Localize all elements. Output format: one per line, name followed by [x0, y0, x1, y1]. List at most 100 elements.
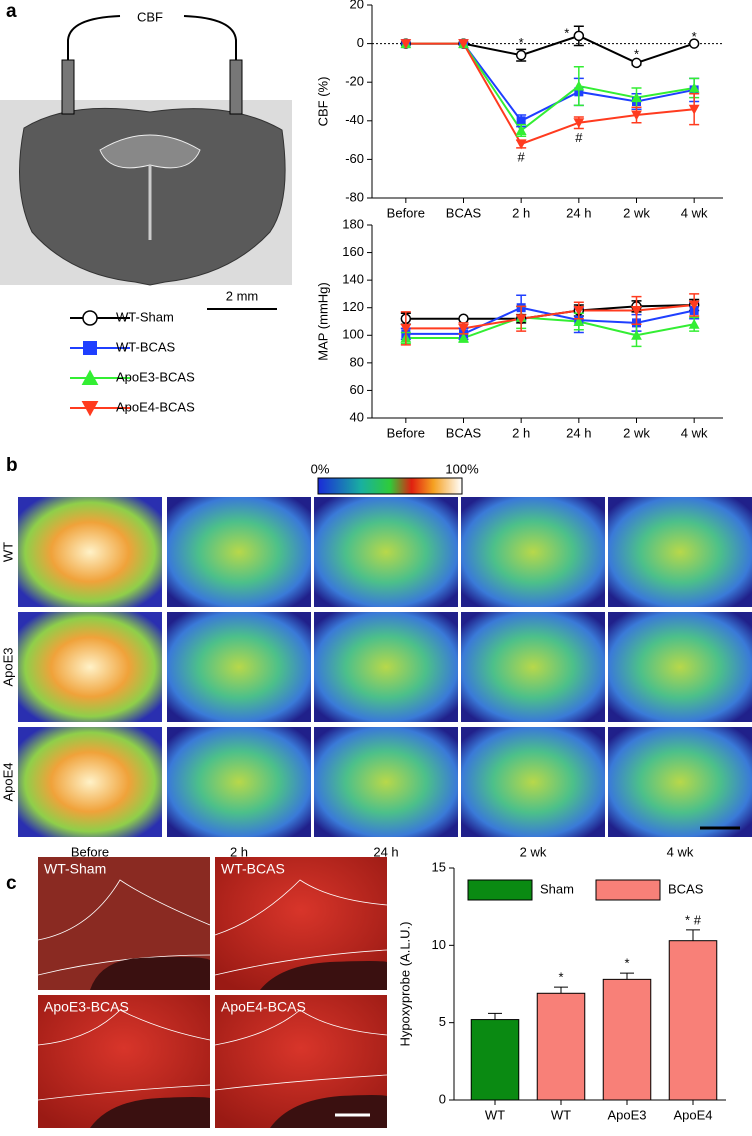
ventricle	[90, 956, 210, 990]
marker	[688, 318, 700, 329]
y-tick-label: 60	[350, 382, 364, 397]
marker	[631, 110, 642, 121]
heatmap-image	[461, 727, 605, 837]
marker	[688, 300, 700, 311]
micro-label: ApoE4-BCAS	[221, 999, 306, 1015]
x-tick-label: 2 h	[512, 205, 530, 220]
marker	[573, 305, 585, 316]
marker	[458, 323, 469, 334]
marker	[688, 104, 700, 115]
y-axis-label: CBF (%)	[315, 77, 330, 127]
micro-label: WT-Sham	[44, 861, 106, 877]
marker	[458, 39, 469, 49]
x-tick-label: 24 h	[566, 425, 591, 440]
marker	[631, 57, 642, 69]
marker	[516, 116, 526, 126]
y-tick-label: 15	[432, 859, 446, 874]
y-tick-label: 5	[439, 1014, 446, 1029]
heatmap-image	[314, 497, 458, 607]
marker	[515, 125, 527, 135]
panel-label: c	[6, 873, 17, 894]
series-line	[405, 303, 695, 330]
marker	[458, 332, 469, 343]
series-line	[405, 306, 695, 335]
marker	[82, 310, 98, 326]
x-tick-label: 4 wk	[681, 425, 708, 440]
legend: WT-Sham WT-BCAS ApoE3-BCAS ApoE4-BCAS	[70, 309, 195, 417]
row-label: ApoE3	[0, 647, 15, 686]
micro-label: ApoE3-BCAS	[44, 999, 129, 1015]
annotation: *	[519, 35, 524, 50]
brain-label: CBF	[137, 9, 163, 24]
x-tick-label: WT	[485, 1107, 505, 1122]
y-tick-label: 10	[432, 937, 446, 952]
bar	[536, 992, 586, 1101]
x-tick-label: 2 wk	[623, 425, 650, 440]
column-label: 2 h	[230, 844, 248, 859]
y-tick-label: 140	[342, 272, 364, 287]
marker	[631, 305, 642, 316]
legend-label: BCAS	[668, 881, 704, 896]
heatmap-image	[18, 612, 162, 722]
brain-structure	[99, 134, 201, 169]
legend-label: ApoE3-BCAS	[116, 369, 195, 384]
marker	[631, 329, 642, 340]
probe-wire	[67, 15, 121, 60]
annotation: *	[634, 46, 639, 61]
marker	[515, 314, 527, 325]
colorbar	[317, 477, 463, 495]
marker	[458, 313, 469, 324]
region-outline	[214, 1009, 388, 1091]
heatmap-image	[608, 497, 752, 607]
scale-bar-label: 2 mm	[226, 288, 259, 303]
y-tick-label: 120	[342, 299, 364, 314]
series-line	[405, 316, 695, 340]
region-outline	[37, 1009, 211, 1101]
column-label: 2 wk	[520, 844, 547, 859]
panel-label: b	[6, 455, 18, 476]
series-line	[405, 34, 695, 64]
y-tick-label: 0	[357, 35, 364, 50]
row-label: WT	[0, 542, 15, 562]
heatmap-image	[167, 727, 311, 837]
y-tick-label: -20	[345, 74, 364, 89]
probe	[229, 59, 243, 115]
heatmap-grid: WT ApoE3 ApoE4 Before 2 h 24 h 2 wk 4 wk	[0, 497, 752, 859]
y-tick-label: 40	[350, 409, 364, 424]
heatmap-image	[167, 497, 311, 607]
series-line	[405, 303, 695, 320]
x-tick-label: ApoE3	[607, 1107, 646, 1122]
error-bar	[686, 929, 700, 941]
x-tick-label: WT	[551, 1107, 571, 1122]
marker	[400, 39, 412, 49]
y-tick-label: 180	[342, 216, 364, 231]
legend-swatch	[595, 879, 661, 901]
legend-label: WT-Sham	[116, 309, 174, 324]
legend-label: WT-BCAS	[116, 339, 176, 354]
error-bar	[488, 1012, 502, 1020]
marker	[573, 118, 585, 129]
ventricle	[270, 1095, 387, 1128]
x-tick-label: BCAS	[446, 425, 482, 440]
marker	[81, 369, 99, 385]
probe	[61, 59, 75, 115]
y-tick-label: -60	[345, 151, 364, 166]
annotation: *	[692, 29, 697, 44]
y-tick-label: -40	[345, 112, 364, 127]
bar	[668, 940, 718, 1101]
heatmap-image	[167, 612, 311, 722]
column-label: 24 h	[373, 844, 398, 859]
x-tick-label: 2 h	[512, 425, 530, 440]
region-outline	[214, 879, 388, 976]
heatmap-image	[461, 612, 605, 722]
series-line	[405, 42, 695, 132]
micro-label: WT-BCAS	[221, 861, 285, 877]
heatmap-image	[18, 497, 162, 607]
heatmap-image	[608, 727, 752, 837]
marker	[688, 82, 700, 93]
x-tick-label: 2 wk	[623, 205, 650, 220]
x-tick-label: Before	[387, 425, 425, 440]
heatmap-image	[461, 497, 605, 607]
marker	[515, 139, 527, 150]
